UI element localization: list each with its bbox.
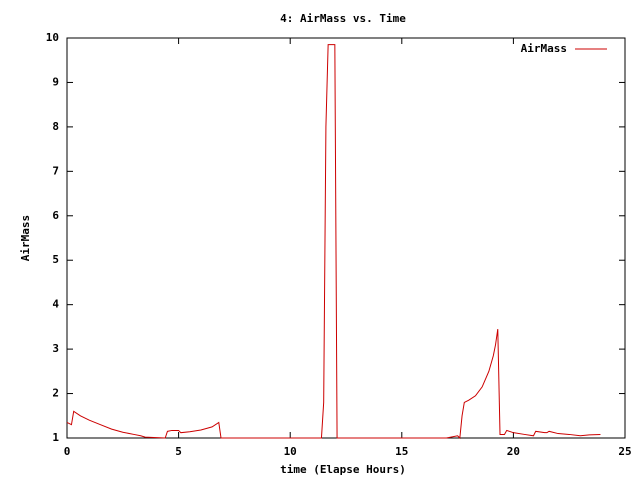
x-tick-label: 10: [284, 445, 297, 458]
y-tick-label: 7: [52, 164, 59, 177]
y-tick-label: 5: [52, 253, 59, 266]
chart-title: 4: AirMass vs. Time: [280, 12, 406, 25]
y-tick-label: 1: [52, 431, 59, 444]
y-tick-label: 2: [52, 387, 59, 400]
y-tick-label: 4: [52, 298, 59, 311]
y-tick-label: 9: [52, 75, 59, 88]
x-tick-label: 5: [175, 445, 182, 458]
x-axis-label: time (Elapse Hours): [280, 463, 406, 476]
y-tick-label: 10: [46, 31, 59, 44]
legend-label: AirMass: [521, 42, 567, 55]
y-tick-label: 3: [52, 342, 59, 355]
y-axis-label: AirMass: [19, 215, 32, 261]
x-tick-label: 0: [64, 445, 71, 458]
y-tick-label: 6: [52, 209, 59, 222]
x-tick-label: 25: [618, 445, 631, 458]
x-tick-label: 20: [507, 445, 520, 458]
data-line: [66, 44, 601, 440]
plot-frame: [66, 37, 626, 439]
x-tick-label: 15: [395, 445, 408, 458]
y-tick-label: 8: [52, 120, 59, 133]
